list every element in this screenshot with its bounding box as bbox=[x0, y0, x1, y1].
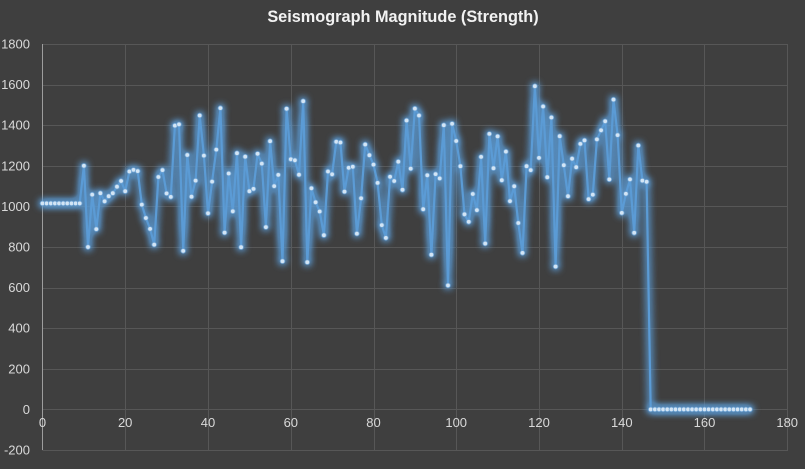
svg-text:200: 200 bbox=[8, 361, 30, 376]
svg-text:180: 180 bbox=[776, 415, 798, 430]
svg-text:20: 20 bbox=[118, 415, 132, 430]
svg-text:1600: 1600 bbox=[1, 77, 30, 92]
svg-text:100: 100 bbox=[445, 415, 467, 430]
svg-text:80: 80 bbox=[366, 415, 380, 430]
svg-text:40: 40 bbox=[201, 415, 215, 430]
svg-text:1400: 1400 bbox=[1, 118, 30, 133]
svg-text:0: 0 bbox=[39, 415, 46, 430]
svg-text:1800: 1800 bbox=[1, 37, 30, 52]
svg-text:160: 160 bbox=[694, 415, 716, 430]
svg-text:-200: -200 bbox=[4, 443, 30, 458]
svg-text:Seismograph Magnitude (Strengt: Seismograph Magnitude (Strength) bbox=[267, 8, 538, 26]
svg-text:400: 400 bbox=[8, 321, 30, 336]
svg-text:60: 60 bbox=[284, 415, 298, 430]
svg-text:800: 800 bbox=[8, 240, 30, 255]
svg-text:600: 600 bbox=[8, 280, 30, 295]
svg-text:140: 140 bbox=[611, 415, 633, 430]
svg-text:120: 120 bbox=[528, 415, 550, 430]
svg-text:0: 0 bbox=[23, 402, 30, 417]
svg-text:1000: 1000 bbox=[1, 199, 30, 214]
svg-text:1200: 1200 bbox=[1, 158, 30, 173]
